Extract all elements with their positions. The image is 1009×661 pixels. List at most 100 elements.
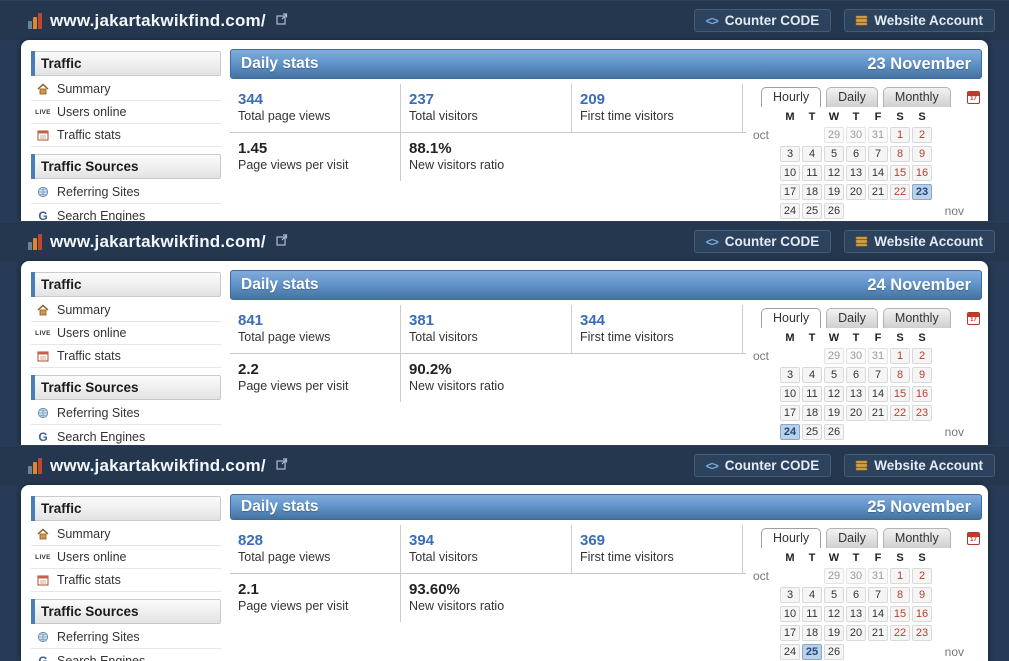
calendar-day[interactable]: 17 [780,183,800,200]
tab-monthly[interactable]: Monthly [882,308,951,328]
calendar-day[interactable]: 4 [802,366,822,383]
calendar-day[interactable]: 6 [846,366,866,383]
calendar-day[interactable]: 12 [824,164,844,181]
calendar-day[interactable]: 7 [868,366,888,383]
calendar-day[interactable]: 29 [824,126,844,143]
calendar-day[interactable]: 1 [890,126,910,143]
calendar-day[interactable]: 24 [780,423,800,440]
sidebar-item-users-online[interactable]: LIVE Users online [31,101,221,124]
sidebar-item-summary[interactable]: Summary [31,78,221,101]
calendar-day[interactable]: 31 [868,347,888,364]
calendar-day[interactable]: 22 [890,624,910,641]
calendar-day[interactable]: 11 [802,605,822,622]
calendar-day[interactable]: 9 [912,586,932,603]
sidebar-item-search-engines[interactable]: G Search Engines [31,649,221,661]
tab-daily[interactable]: Daily [826,308,878,328]
tab-monthly[interactable]: Monthly [882,528,951,548]
calendar-day[interactable]: 20 [846,624,866,641]
sidebar-item-referring-sites[interactable]: Referring Sites [31,181,221,204]
site-url-link[interactable]: www.jakartakwikfind.com/ [50,231,266,251]
calendar-day[interactable]: 5 [824,145,844,162]
calendar-day[interactable]: 21 [868,404,888,421]
calendar-day[interactable]: 2 [912,347,932,364]
calendar-day[interactable]: 24 [780,643,800,660]
calendar-day[interactable]: 30 [846,126,866,143]
tab-daily[interactable]: Daily [826,528,878,548]
website-account-button[interactable]: Website Account [844,230,995,253]
calendar-day[interactable]: 12 [824,385,844,402]
calendar-day[interactable]: 5 [824,586,844,603]
calendar-day[interactable]: 29 [824,347,844,364]
external-link-icon[interactable] [276,233,288,251]
calendar-day[interactable]: 14 [868,164,888,181]
calendar-day[interactable]: 8 [890,145,910,162]
calendar-day[interactable]: 13 [846,164,866,181]
counter-code-button[interactable]: <> Counter CODE [693,230,832,253]
tab-daily[interactable]: Daily [826,87,878,107]
sidebar-item-traffic-stats[interactable]: Traffic stats [31,345,221,368]
sidebar-item-referring-sites[interactable]: Referring Sites [31,626,221,649]
calendar-day[interactable]: 30 [846,347,866,364]
calendar-day[interactable]: 16 [912,385,932,402]
calendar-day[interactable]: 4 [802,145,822,162]
calendar-day[interactable]: 12 [824,605,844,622]
sidebar-item-search-engines[interactable]: G Search Engines [31,204,221,222]
calendar-day[interactable]: 9 [912,366,932,383]
calendar-day[interactable]: 7 [868,145,888,162]
sidebar-item-users-online[interactable]: LIVE Users online [31,546,221,569]
calendar-day[interactable]: 21 [868,183,888,200]
calendar-day[interactable]: 18 [802,183,822,200]
sidebar-item-referring-sites[interactable]: Referring Sites [31,402,221,425]
tab-monthly[interactable]: Monthly [882,87,951,107]
calendar-day[interactable]: 13 [846,605,866,622]
calendar-day[interactable]: 23 [912,404,932,421]
calendar-day[interactable]: 6 [846,586,866,603]
sidebar-item-summary[interactable]: Summary [31,523,221,546]
calendar-day[interactable]: 19 [824,624,844,641]
calendar-day[interactable]: 2 [912,126,932,143]
tab-hourly[interactable]: Hourly [761,528,822,548]
calendar-day[interactable]: 13 [846,385,866,402]
calendar-day[interactable]: 10 [780,605,800,622]
calendar-day[interactable]: 23 [912,624,932,641]
calendar-day[interactable]: 19 [824,183,844,200]
calendar-day[interactable]: 6 [846,145,866,162]
calendar-day[interactable]: 21 [868,624,888,641]
calendar-day[interactable]: 15 [890,164,910,181]
calendar-day[interactable]: 30 [846,567,866,584]
calendar-day[interactable]: 26 [824,202,844,219]
calendar-day[interactable]: 2 [912,567,932,584]
calendar-day[interactable]: 10 [780,164,800,181]
calendar-day[interactable]: 19 [824,404,844,421]
calendar-day[interactable]: 8 [890,586,910,603]
tab-hourly[interactable]: Hourly [761,308,822,328]
calendar-day[interactable]: 16 [912,164,932,181]
calendar-day[interactable]: 24 [780,202,800,219]
calendar-day[interactable]: 14 [868,605,888,622]
calendar-day[interactable]: 11 [802,385,822,402]
calendar-day[interactable]: 17 [780,404,800,421]
counter-code-button[interactable]: <> Counter CODE [693,9,832,32]
sidebar-item-search-engines[interactable]: G Search Engines [31,425,221,445]
website-account-button[interactable]: Website Account [844,9,995,32]
calendar-day[interactable]: 31 [868,126,888,143]
calendar-day[interactable]: 3 [780,145,800,162]
calendar-day[interactable]: 25 [802,643,822,660]
calendar-day[interactable]: 1 [890,567,910,584]
mini-calendar-icon[interactable]: 17 [967,312,980,325]
calendar-day[interactable]: 16 [912,605,932,622]
website-account-button[interactable]: Website Account [844,454,995,477]
external-link-icon[interactable] [276,457,288,475]
sidebar-item-traffic-stats[interactable]: Traffic stats [31,569,221,592]
calendar-day[interactable]: 22 [890,404,910,421]
calendar-day[interactable]: 17 [780,624,800,641]
calendar-day[interactable]: 10 [780,385,800,402]
calendar-day[interactable]: 15 [890,605,910,622]
calendar-day[interactable]: 18 [802,404,822,421]
sidebar-item-users-online[interactable]: LIVE Users online [31,322,221,345]
calendar-day[interactable]: 29 [824,567,844,584]
calendar-day[interactable]: 1 [890,347,910,364]
calendar-day[interactable]: 4 [802,586,822,603]
sidebar-item-traffic-stats[interactable]: Traffic stats [31,124,221,147]
calendar-day[interactable]: 3 [780,366,800,383]
